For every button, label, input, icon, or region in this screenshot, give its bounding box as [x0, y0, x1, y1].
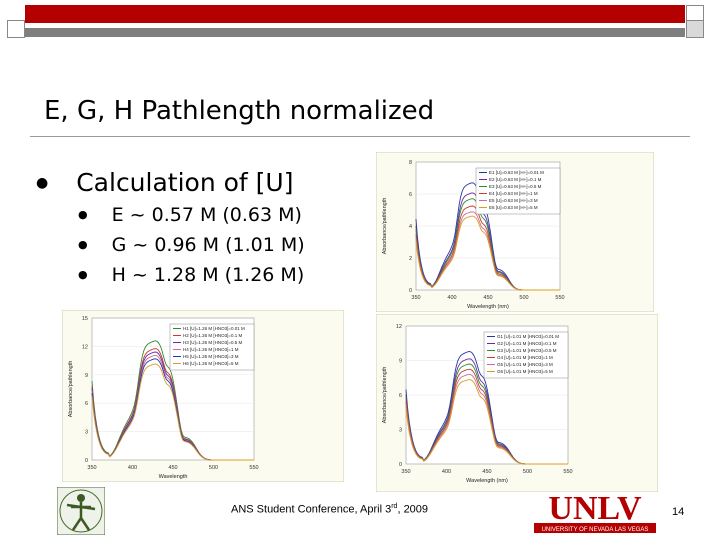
sub-bullet-g: ● G ~ 0.96 M (1.01 M): [78, 234, 305, 256]
legend-entry: H5 [U]=1.26 M [HNO3]=3 M: [183, 354, 239, 359]
footer-text: ANS Student Conference, April 3rd, 2009: [231, 503, 428, 516]
y-tick-label: 9: [399, 359, 402, 365]
legend-entry: E6 [U]=0.63 M [H+]=5 M: [489, 205, 538, 210]
y-tick-label: 0: [409, 288, 412, 294]
slide-title: E, G, H Pathlength normalized: [44, 96, 435, 126]
legend-entry: H1 [U]=1.26 M [HNO3]=0.01 M: [183, 326, 245, 331]
x-tick-label: 400: [442, 469, 451, 475]
legend-entry: E4 [U]=0.63 M [H+]=1 M: [489, 191, 538, 196]
legend-entry: E5 [U]=0.63 M [H+]=3 M: [489, 198, 538, 203]
sub-bullet-text: H ~ 1.28 M (1.26 M): [111, 264, 305, 286]
sub-bullet-text: G ~ 0.96 M (1.01 M): [111, 234, 305, 256]
y-tick-label: 12: [396, 324, 402, 330]
y-tick-label: 15: [82, 316, 88, 322]
y-tick-label: 12: [82, 344, 88, 350]
unlv-logo-subtext: UNIVERSITY OF NEVADA LAS VEGAS: [542, 527, 649, 533]
legend-entry: G4 [U]=1.01 M [HNO3]=1 M: [497, 355, 553, 360]
x-tick-label: 400: [128, 465, 137, 471]
page-number: 14: [672, 506, 685, 518]
sub-bullet-text: E ~ 0.57 M (0.63 M): [111, 204, 302, 226]
y-axis-label: Absorbance/pathlength: [382, 367, 388, 424]
x-axis-label: Wavelength (nm): [467, 304, 509, 310]
y-tick-label: 6: [85, 401, 88, 407]
legend-entry: G1 [U]=1.01 M [HNO3]=0.01 M: [497, 334, 559, 339]
sub-bullet-e: ● E ~ 0.57 M (0.63 M): [78, 204, 302, 226]
x-tick-label: 500: [209, 465, 218, 471]
y-tick-label: 0: [85, 458, 88, 464]
bullet-dot: ●: [36, 175, 49, 191]
x-tick-label: 550: [249, 465, 258, 471]
legend-box: [475, 167, 561, 215]
legend-entry: H6 [U]=1.26 M [HNO3]=5 M: [183, 361, 239, 366]
bullet-dot: ●: [78, 268, 88, 281]
x-tick-label: 550: [563, 469, 572, 475]
footer-prefix: ANS Student Conference, April 3: [231, 503, 392, 516]
y-tick-label: 3: [85, 430, 88, 436]
legend-entry: H4 [U]=1.26 M [HNO3]=1 M: [183, 347, 239, 352]
y-tick-label: 9: [85, 373, 88, 379]
y-tick-label: 4: [409, 224, 412, 230]
gray-header-bar: [25, 28, 685, 37]
legend-entry: G5 [U]=1.01 M [HNO3]=3 M: [497, 362, 553, 367]
y-tick-label: 6: [399, 393, 402, 399]
chart-h-spectra: 350 400 450 500 550 0 3 6 9 12 15 Wavelength Absorba…: [62, 310, 344, 482]
legend-entry: G2 [U]=1.01 M [HNO3]=0.1 M: [497, 341, 557, 346]
x-tick-label: 400: [447, 295, 456, 301]
x-tick-label: 450: [483, 295, 492, 301]
y-tick-label: 8: [409, 160, 412, 166]
x-tick-label: 500: [519, 295, 528, 301]
header-square-left: [7, 20, 25, 38]
x-tick-label: 450: [482, 469, 491, 475]
legend-entry: H2 [U]=1.26 M [HNO3]=0.1 M: [183, 333, 243, 338]
legend-box: [169, 323, 255, 371]
legend-entry: G6 [U]=1.01 M [HNO3]=5 M: [497, 369, 553, 374]
conference-logo: [57, 487, 105, 535]
x-tick-label: 550: [555, 295, 564, 301]
series-line: [91, 363, 254, 461]
title-divider: [30, 136, 690, 137]
y-axis-label: Absorbance/pathlength: [68, 361, 74, 418]
x-tick-label: 450: [168, 465, 177, 471]
y-tick-label: 0: [399, 462, 402, 468]
legend-entry: E3 [U]=0.63 M [H+]=0.5 M: [489, 184, 542, 189]
footer-superscript: rd: [391, 503, 398, 510]
bullet-dot: ●: [78, 238, 88, 251]
x-axis-label: Wavelength (nm): [466, 478, 508, 484]
sub-bullet-h: ● H ~ 1.28 M (1.26 M): [78, 264, 304, 286]
red-header-bar: [25, 5, 685, 23]
series-line: [415, 215, 560, 291]
bullet-dot: ●: [78, 208, 88, 221]
y-tick-label: 3: [399, 428, 402, 434]
legend-entry: G3 [U]=1.01 M [HNO3]=0.5 M: [497, 348, 557, 353]
x-tick-label: 500: [523, 469, 532, 475]
y-axis-label: Absorbance/pathlength: [382, 198, 388, 255]
legend-box: [483, 331, 569, 379]
main-bullet: ● Calculation of [U]: [36, 168, 293, 197]
y-tick-label: 6: [409, 192, 412, 198]
chart-e-spectra: 350 400 450 500 550 0 2 4 6 8 Wavelength (nm) Absor…: [376, 152, 654, 312]
series-line: [405, 379, 568, 465]
main-bullet-text: Calculation of [U]: [76, 168, 294, 197]
footer-suffix: , 2009: [397, 503, 429, 516]
unlv-logo: UNLV UNIVERSITY OF NEVADA LAS VEGAS: [534, 490, 656, 533]
legend-entry: E1 [U]=0.63 M [H+]=0.01 M: [489, 170, 544, 175]
x-tick-label: 350: [411, 295, 420, 301]
header-square-gray: [686, 20, 704, 38]
x-tick-label: 350: [87, 465, 96, 471]
unlv-logo-text: UNLV: [548, 490, 642, 527]
x-axis-label: Wavelength: [159, 474, 188, 480]
y-tick-label: 2: [409, 256, 412, 262]
legend-entry: E2 [U]=0.63 M [H+]=0.1 M: [489, 177, 542, 182]
slide-header-bars: [0, 0, 720, 40]
legend-entry: H3 [U]=1.26 M [HNO3]=0.5 M: [183, 340, 243, 345]
chart-g-spectra: 350 400 450 500 550 0 3 6 9 12 Wavelength (nm) Abso…: [376, 314, 658, 492]
x-tick-label: 350: [401, 469, 410, 475]
